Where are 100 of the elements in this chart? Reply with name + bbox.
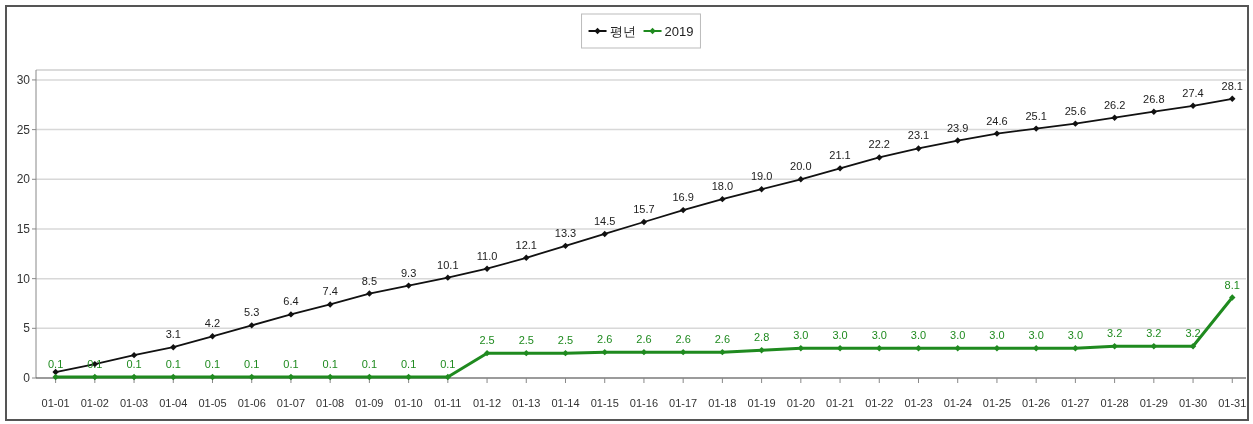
point — [287, 311, 295, 318]
point — [954, 344, 961, 352]
point — [1072, 120, 1079, 127]
x-tick-label: 01-31 — [1218, 397, 1247, 409]
x-tick-label: 01-10 — [394, 397, 423, 409]
x-tick-label: 01-27 — [1061, 397, 1090, 409]
data-label: 9.3 — [400, 266, 417, 279]
point — [876, 154, 883, 161]
point — [52, 373, 59, 381]
x-tick-label: 01-28 — [1100, 397, 1129, 409]
data-label: 2.6 — [675, 333, 691, 346]
data-label: 5.3 — [244, 306, 260, 319]
point — [1111, 114, 1118, 121]
point — [915, 344, 922, 352]
y-tick-label: 5 — [23, 321, 31, 336]
data-label: 26.2 — [1103, 98, 1126, 111]
point — [915, 145, 922, 152]
legend-label: 평년 — [609, 24, 636, 39]
x-tick-label: 01-19 — [747, 397, 776, 409]
x-tick-label: 01-08 — [316, 397, 345, 409]
point — [954, 137, 961, 144]
y-tick-label: 0 — [23, 371, 31, 385]
y-tick-label: 30 — [16, 72, 31, 87]
x-tick-label: 01-07 — [276, 397, 306, 409]
data-label: 6.4 — [283, 295, 299, 308]
x-tick-label: 01-02 — [80, 397, 109, 409]
data-label: 2.5 — [557, 334, 574, 347]
point — [366, 373, 373, 381]
data-label: 2.5 — [479, 334, 495, 347]
data-label: 3.1 — [165, 328, 181, 341]
x-tick-label: 01-16 — [629, 397, 659, 409]
data-label: 8.1 — [1224, 278, 1240, 291]
x-tick-label: 01-24 — [943, 397, 972, 409]
data-label: 12.1 — [515, 238, 537, 251]
data-label: 3.0 — [1028, 329, 1044, 342]
data-label: 3.0 — [793, 329, 809, 342]
x-tick-label: 01-21 — [825, 397, 855, 409]
point — [679, 206, 687, 214]
data-label: 3.0 — [950, 329, 966, 342]
point — [248, 373, 255, 381]
data-label: 0.1 — [204, 358, 221, 371]
x-tick-label: 01-11 — [434, 397, 462, 409]
point — [209, 373, 216, 381]
data-label: 3.0 — [1067, 329, 1084, 342]
data-label: 3.2 — [1185, 327, 1201, 340]
data-label: 2.6 — [636, 333, 652, 346]
data-label: 22.2 — [868, 138, 890, 151]
data-label: 2.8 — [753, 331, 770, 344]
data-label: 2.6 — [714, 333, 731, 346]
x-tick-label: 01-12 — [472, 397, 502, 409]
point — [601, 230, 608, 238]
data-label: 10.1 — [437, 258, 459, 271]
data-label: 4.2 — [204, 317, 221, 330]
point — [209, 333, 216, 340]
data-label: 23.1 — [907, 129, 930, 142]
data-label: 26.8 — [1143, 92, 1165, 105]
point — [1150, 108, 1158, 115]
x-tick-label: 01-25 — [982, 397, 1012, 409]
data-label: 8.5 — [361, 274, 378, 287]
data-label: 0.1 — [165, 358, 181, 371]
data-label: 2.5 — [518, 334, 534, 347]
data-label: 2.6 — [597, 333, 613, 346]
point — [523, 254, 530, 261]
point — [444, 373, 452, 381]
y-tick-label: 10 — [16, 271, 31, 286]
x-tick-label: 01-18 — [708, 397, 737, 409]
x-tick-label: 01-01 — [41, 397, 70, 409]
point — [993, 130, 1001, 137]
point — [562, 349, 569, 357]
point — [326, 301, 334, 308]
data-label: 0.1 — [322, 358, 338, 371]
point — [523, 349, 530, 357]
data-label: 28.1 — [1221, 79, 1243, 92]
point — [836, 165, 844, 172]
y-tick-label: 15 — [16, 221, 31, 236]
data-label: 14.5 — [594, 214, 616, 227]
point — [130, 351, 138, 359]
data-label: 19.0 — [750, 170, 773, 183]
x-tick-label: 01-13 — [512, 397, 541, 409]
data-label: 24.6 — [986, 114, 1008, 127]
x-tick-label: 01-15 — [590, 397, 619, 409]
point — [483, 265, 491, 272]
point — [1189, 343, 1197, 350]
data-label: 18.0 — [711, 180, 734, 193]
point — [1189, 102, 1197, 109]
data-label: 0.1 — [126, 358, 142, 371]
data-label: 7.4 — [322, 285, 338, 298]
data-label: 21.1 — [829, 149, 851, 162]
data-label: 0.1 — [47, 358, 64, 371]
data-label: 23.9 — [947, 121, 969, 134]
x-tick-label: 01-30 — [1178, 397, 1208, 409]
point — [483, 349, 491, 357]
data-label: 25.6 — [1064, 104, 1087, 117]
data-label: 3.0 — [910, 329, 927, 342]
data-label: 16.9 — [672, 191, 694, 204]
point — [1032, 125, 1040, 132]
data-label: 0.1 — [361, 358, 378, 371]
x-tick-label: 01-17 — [669, 397, 698, 409]
x-tick-label: 01-20 — [786, 397, 815, 409]
data-label: 27.4 — [1182, 86, 1204, 99]
